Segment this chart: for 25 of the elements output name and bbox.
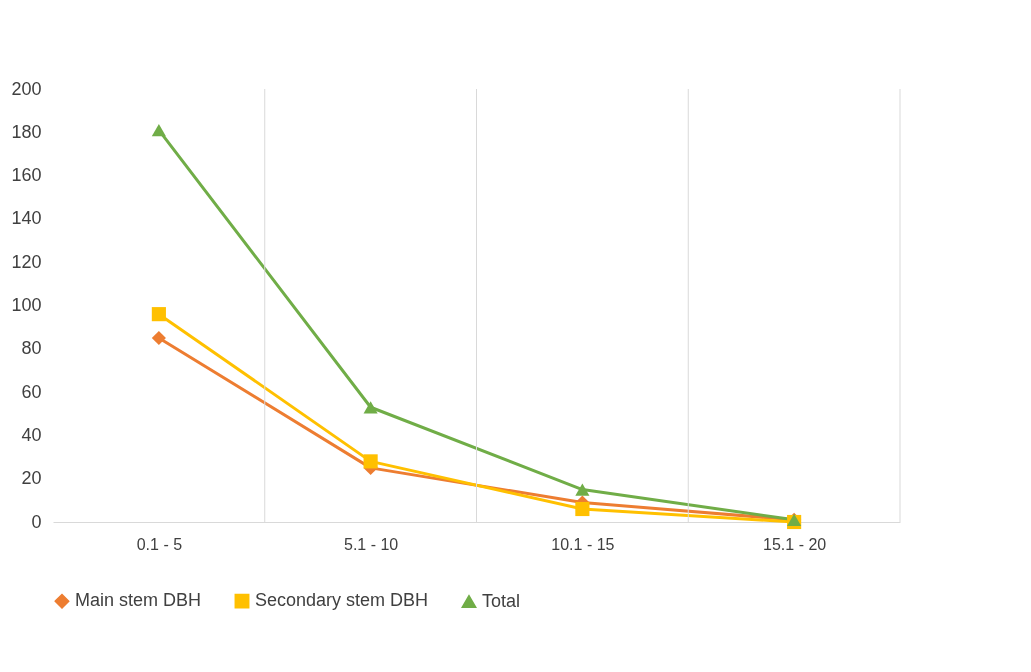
y-tick-label: 80: [21, 338, 42, 359]
y-tick-label: 120: [11, 251, 42, 272]
legend-label: Total: [482, 590, 521, 611]
y-tick-label: 20: [21, 468, 42, 489]
y-tick-label: 100: [11, 295, 42, 315]
x-tick-label: 5.1 - 10: [343, 535, 399, 553]
point: [363, 401, 378, 414]
y-tick-label: 40: [21, 424, 42, 445]
y-tick-label: 0: [31, 511, 42, 532]
y-tick-label: 160: [11, 165, 42, 186]
point: [151, 307, 166, 322]
y-tick-label: 180: [11, 121, 42, 142]
legend-label: Main stem DBH: [75, 590, 202, 611]
point: [575, 483, 590, 496]
point: [151, 330, 166, 346]
y-tick-label: 200: [11, 78, 42, 99]
point: [363, 454, 378, 469]
y-tick-label: 60: [21, 381, 42, 402]
y-tick-label: 140: [11, 208, 42, 229]
point: [151, 124, 166, 137]
x-tick-label: 10.1 - 15: [551, 535, 615, 553]
x-tick-label: 15.1 - 20: [763, 535, 827, 553]
legend-label: Secondary stem DBH: [255, 590, 429, 611]
point: [575, 501, 590, 517]
x-tick-label: 0.1 - 5: [136, 535, 183, 553]
